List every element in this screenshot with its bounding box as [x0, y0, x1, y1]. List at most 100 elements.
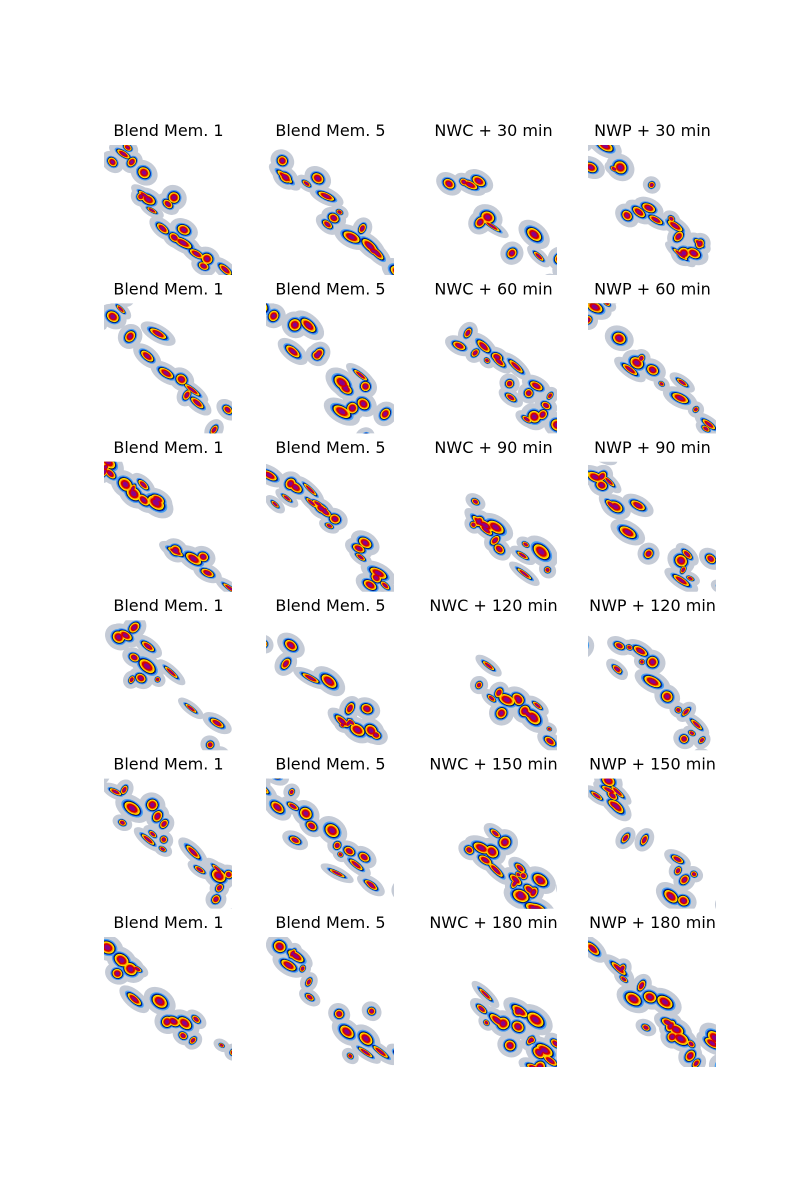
echo	[197, 868, 202, 872]
echo	[635, 503, 641, 508]
radar-map	[255, 775, 394, 902]
echo	[204, 571, 211, 575]
echo	[547, 1058, 554, 1063]
echo	[226, 907, 232, 909]
echo	[614, 789, 621, 795]
panel-title: NWP + 180 min	[589, 913, 716, 932]
echo	[334, 871, 341, 875]
echo	[681, 250, 687, 256]
echo	[485, 1021, 488, 1024]
echo	[215, 867, 220, 872]
echo	[113, 790, 118, 794]
echo	[681, 898, 686, 903]
echo	[394, 1050, 406, 1061]
echo	[720, 899, 734, 913]
echo	[338, 409, 346, 415]
echo	[166, 202, 170, 206]
echo	[677, 1036, 684, 1042]
echo	[706, 422, 712, 427]
echo	[277, 944, 283, 949]
echo	[482, 991, 489, 997]
echo	[93, 317, 104, 327]
echo	[377, 1049, 384, 1055]
echo	[524, 417, 529, 421]
echo	[201, 554, 206, 559]
echo	[708, 1073, 719, 1085]
echo	[446, 181, 452, 186]
echo	[369, 883, 374, 888]
echo	[525, 711, 531, 717]
echo	[588, 465, 589, 475]
echo	[104, 465, 108, 469]
panel-title: NWP + 90 min	[594, 438, 711, 457]
echo	[661, 999, 669, 1005]
echo	[179, 377, 184, 382]
echo	[715, 583, 723, 590]
echo	[486, 663, 491, 668]
echo	[564, 883, 568, 888]
echo	[578, 305, 588, 315]
echo	[588, 634, 595, 660]
radar-map	[266, 463, 394, 592]
echo	[533, 383, 539, 388]
echo	[710, 1076, 715, 1082]
echo	[354, 427, 375, 434]
echo	[288, 481, 293, 486]
echo	[715, 1059, 733, 1077]
echo	[527, 887, 532, 892]
radar-map	[105, 620, 232, 751]
echo	[528, 1038, 532, 1043]
echo	[288, 643, 294, 648]
radar-map	[575, 634, 715, 751]
echo	[323, 510, 328, 514]
echo	[255, 775, 266, 785]
radar-map	[458, 822, 572, 909]
echo	[558, 1071, 570, 1081]
echo	[575, 136, 587, 147]
echo	[229, 910, 246, 926]
echo	[481, 343, 487, 349]
echo	[513, 363, 519, 370]
echo	[626, 367, 633, 372]
radar-map	[266, 937, 406, 1067]
echo	[575, 640, 589, 654]
echo	[609, 502, 614, 508]
echo	[131, 996, 138, 1002]
echo	[577, 138, 585, 146]
echo	[503, 697, 510, 703]
echo	[160, 226, 165, 231]
echo	[393, 260, 413, 280]
echo	[537, 877, 544, 883]
echo	[235, 916, 240, 921]
echo	[636, 209, 642, 215]
radar-map	[578, 303, 716, 434]
echo	[135, 967, 139, 971]
echo	[649, 679, 656, 684]
echo	[156, 678, 159, 681]
echo	[337, 1012, 341, 1016]
echo	[576, 137, 586, 146]
panel-title: Blend Mem. 5	[275, 913, 385, 932]
panel-title: Blend Mem. 1	[113, 596, 223, 615]
echo	[150, 209, 154, 212]
echo	[181, 1034, 185, 1038]
echo	[531, 1069, 543, 1078]
echo	[347, 721, 351, 725]
echo	[301, 967, 304, 970]
echo	[338, 211, 341, 214]
echo	[561, 879, 572, 892]
echo	[694, 408, 698, 411]
echo	[257, 777, 264, 784]
echo	[94, 318, 102, 326]
echo	[348, 234, 355, 240]
echo	[678, 578, 685, 583]
echo	[273, 502, 277, 506]
echo	[190, 849, 196, 855]
echo	[478, 845, 485, 851]
echo	[580, 308, 584, 312]
echo	[524, 543, 527, 546]
echo	[717, 584, 723, 589]
echo	[325, 222, 330, 227]
echo	[575, 158, 586, 167]
echo	[274, 804, 280, 810]
